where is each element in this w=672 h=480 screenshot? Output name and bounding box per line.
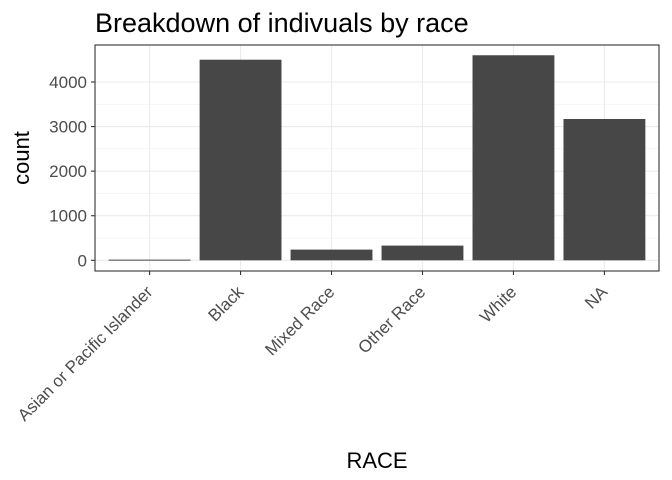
y-tick-label: 4000 (49, 73, 87, 92)
x-tick-label: Mixed Race (261, 282, 338, 359)
y-tick-label: 3000 (49, 118, 87, 137)
bar-layer (108, 55, 646, 261)
bar (199, 59, 282, 261)
x-tick-label: White (476, 282, 520, 326)
x-tick-label: Black (205, 282, 248, 325)
bar (290, 249, 373, 261)
bar (563, 118, 646, 261)
bar (108, 259, 191, 261)
y-tick-label: 1000 (49, 207, 87, 226)
x-tick-label: Asian or Pacific Islander (14, 282, 157, 425)
x-axis-title: RACE (346, 448, 407, 473)
y-axis-title: count (9, 131, 34, 185)
y-axis: 0 1000 2000 3000 4000 (49, 73, 95, 270)
x-tick-label: NA (581, 282, 612, 313)
bar (381, 245, 464, 261)
y-tick-label: 0 (78, 251, 87, 270)
x-axis: Asian or Pacific Islander Black Mixed Race… (14, 271, 612, 425)
chart-title: Breakdown of indivuals by race (95, 8, 469, 38)
bar (472, 55, 555, 261)
plot-border (94, 44, 660, 272)
y-tick-label: 2000 (49, 162, 87, 181)
x-tick-label: Other Race (354, 282, 429, 357)
